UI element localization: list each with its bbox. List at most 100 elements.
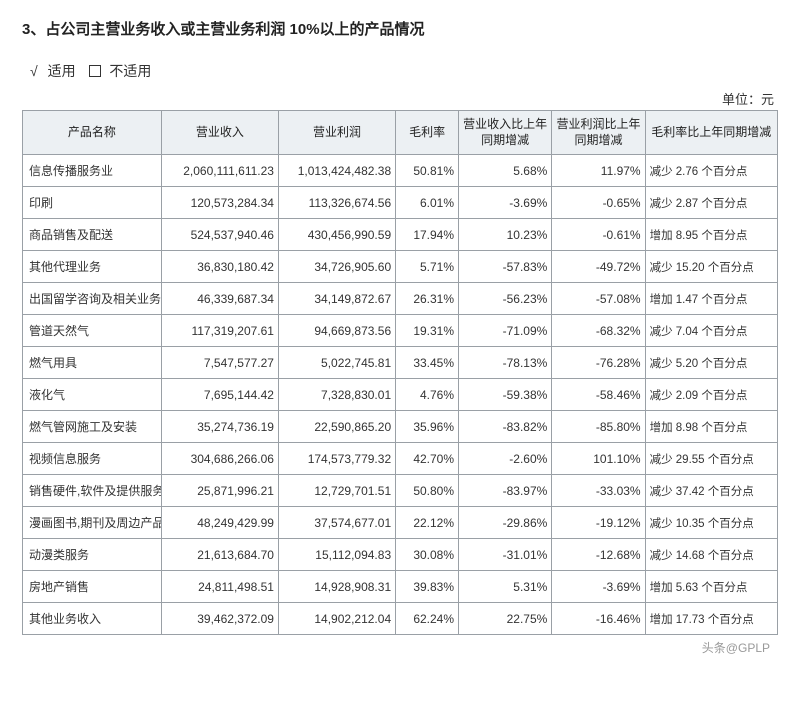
cell-gmchg: 增加 17.73 个百分点: [645, 603, 777, 635]
cell-name: 燃气用具: [23, 347, 162, 379]
cell-name: 其他代理业务: [23, 251, 162, 283]
cell-revchg: -56.23%: [459, 283, 552, 315]
cell-gm: 26.31%: [396, 283, 459, 315]
cell-gm: 6.01%: [396, 187, 459, 219]
cell-revenue: 48,249,429.99: [161, 507, 278, 539]
cell-profchg: 11.97%: [552, 155, 645, 187]
cell-revenue: 2,060,111,611.23: [161, 155, 278, 187]
cell-gm: 62.24%: [396, 603, 459, 635]
cell-profit: 37,574,677.01: [278, 507, 395, 539]
cell-revenue: 7,547,577.27: [161, 347, 278, 379]
table-row: 出国留学咨询及相关业务46,339,687.3434,149,872.6726.…: [23, 283, 778, 315]
col-header-gm: 毛利率: [396, 111, 459, 155]
cell-profchg: -16.46%: [552, 603, 645, 635]
checkbox-unchecked-icon: [89, 65, 101, 77]
cell-gmchg: 增加 8.98 个百分点: [645, 411, 777, 443]
cell-revenue: 39,462,372.09: [161, 603, 278, 635]
cell-gmchg: 增加 8.95 个百分点: [645, 219, 777, 251]
cell-gm: 42.70%: [396, 443, 459, 475]
cell-revenue: 7,695,144.42: [161, 379, 278, 411]
col-header-profchg: 营业利润比上年同期增减: [552, 111, 645, 155]
cell-gmchg: 减少 2.09 个百分点: [645, 379, 777, 411]
table-row: 漫画图书,期刊及周边产品48,249,429.9937,574,677.0122…: [23, 507, 778, 539]
cell-name: 销售硬件,软件及提供服务: [23, 475, 162, 507]
cell-name: 其他业务收入: [23, 603, 162, 635]
cell-profit: 22,590,865.20: [278, 411, 395, 443]
table-row: 动漫类服务21,613,684.7015,112,094.8330.08%-31…: [23, 539, 778, 571]
cell-gmchg: 减少 15.20 个百分点: [645, 251, 777, 283]
cell-revchg: -78.13%: [459, 347, 552, 379]
cell-profchg: -0.61%: [552, 219, 645, 251]
cell-revchg: -31.01%: [459, 539, 552, 571]
cell-revenue: 117,319,207.61: [161, 315, 278, 347]
cell-profchg: -33.03%: [552, 475, 645, 507]
cell-revenue: 304,686,266.06: [161, 443, 278, 475]
cell-name: 印刷: [23, 187, 162, 219]
cell-profchg: -49.72%: [552, 251, 645, 283]
table-row: 商品销售及配送524,537,940.46430,456,990.5917.94…: [23, 219, 778, 251]
cell-profchg: -12.68%: [552, 539, 645, 571]
cell-name: 液化气: [23, 379, 162, 411]
cell-profit: 174,573,779.32: [278, 443, 395, 475]
cell-revchg: -3.69%: [459, 187, 552, 219]
cell-profchg: -0.65%: [552, 187, 645, 219]
cell-gm: 4.76%: [396, 379, 459, 411]
cell-revchg: 22.75%: [459, 603, 552, 635]
cell-revenue: 21,613,684.70: [161, 539, 278, 571]
cell-revenue: 524,537,940.46: [161, 219, 278, 251]
cell-name: 出国留学咨询及相关业务: [23, 283, 162, 315]
table-row: 燃气管网施工及安装35,274,736.1922,590,865.2035.96…: [23, 411, 778, 443]
table-row: 视频信息服务304,686,266.06174,573,779.3242.70%…: [23, 443, 778, 475]
cell-revchg: -57.83%: [459, 251, 552, 283]
cell-profchg: 101.10%: [552, 443, 645, 475]
cell-gm: 35.96%: [396, 411, 459, 443]
cell-profit: 1,013,424,482.38: [278, 155, 395, 187]
cell-revchg: -29.86%: [459, 507, 552, 539]
cell-profchg: -57.08%: [552, 283, 645, 315]
col-header-gmchg: 毛利率比上年同期增减: [645, 111, 777, 155]
cell-gmchg: 减少 29.55 个百分点: [645, 443, 777, 475]
cell-profit: 5,022,745.81: [278, 347, 395, 379]
cell-gmchg: 减少 14.68 个百分点: [645, 539, 777, 571]
col-header-revenue: 营业收入: [161, 111, 278, 155]
table-row: 管道天然气117,319,207.6194,669,873.5619.31%-7…: [23, 315, 778, 347]
table-row: 燃气用具7,547,577.275,022,745.8133.45%-78.13…: [23, 347, 778, 379]
table-row: 印刷120,573,284.34113,326,674.566.01%-3.69…: [23, 187, 778, 219]
cell-name: 信息传播服务业: [23, 155, 162, 187]
section-title: 3、占公司主营业务收入或主营业务利润 10%以上的产品情况: [22, 18, 778, 39]
cell-profchg: -68.32%: [552, 315, 645, 347]
cell-profit: 14,902,212.04: [278, 603, 395, 635]
cell-profit: 7,328,830.01: [278, 379, 395, 411]
cell-gm: 39.83%: [396, 571, 459, 603]
cell-revenue: 36,830,180.42: [161, 251, 278, 283]
cell-profchg: -3.69%: [552, 571, 645, 603]
cell-revenue: 25,871,996.21: [161, 475, 278, 507]
not-applicable-label: 不适用: [109, 63, 151, 79]
cell-profchg: -85.80%: [552, 411, 645, 443]
table-row: 销售硬件,软件及提供服务25,871,996.2112,729,701.5150…: [23, 475, 778, 507]
cell-revchg: 5.31%: [459, 571, 552, 603]
table-row: 其他业务收入39,462,372.0914,902,212.0462.24%22…: [23, 603, 778, 635]
cell-profit: 12,729,701.51: [278, 475, 395, 507]
cell-gmchg: 增加 5.63 个百分点: [645, 571, 777, 603]
cell-profit: 34,149,872.67: [278, 283, 395, 315]
applicable-label: 适用: [48, 63, 76, 79]
cell-profchg: -58.46%: [552, 379, 645, 411]
cell-gm: 22.12%: [396, 507, 459, 539]
cell-gm: 19.31%: [396, 315, 459, 347]
cell-profit: 34,726,905.60: [278, 251, 395, 283]
cell-revchg: -83.97%: [459, 475, 552, 507]
cell-name: 漫画图书,期刊及周边产品: [23, 507, 162, 539]
product-table: 产品名称 营业收入 营业利润 毛利率 营业收入比上年同期增减 营业利润比上年同期…: [22, 110, 778, 635]
cell-gm: 17.94%: [396, 219, 459, 251]
table-row: 液化气7,695,144.427,328,830.014.76%-59.38%-…: [23, 379, 778, 411]
cell-profit: 15,112,094.83: [278, 539, 395, 571]
applicable-row: √ 适用 不适用: [22, 61, 778, 81]
cell-name: 燃气管网施工及安装: [23, 411, 162, 443]
cell-gm: 50.80%: [396, 475, 459, 507]
cell-profit: 430,456,990.59: [278, 219, 395, 251]
cell-profit: 94,669,873.56: [278, 315, 395, 347]
cell-revenue: 46,339,687.34: [161, 283, 278, 315]
check-mark: √: [30, 63, 38, 79]
cell-gm: 33.45%: [396, 347, 459, 379]
